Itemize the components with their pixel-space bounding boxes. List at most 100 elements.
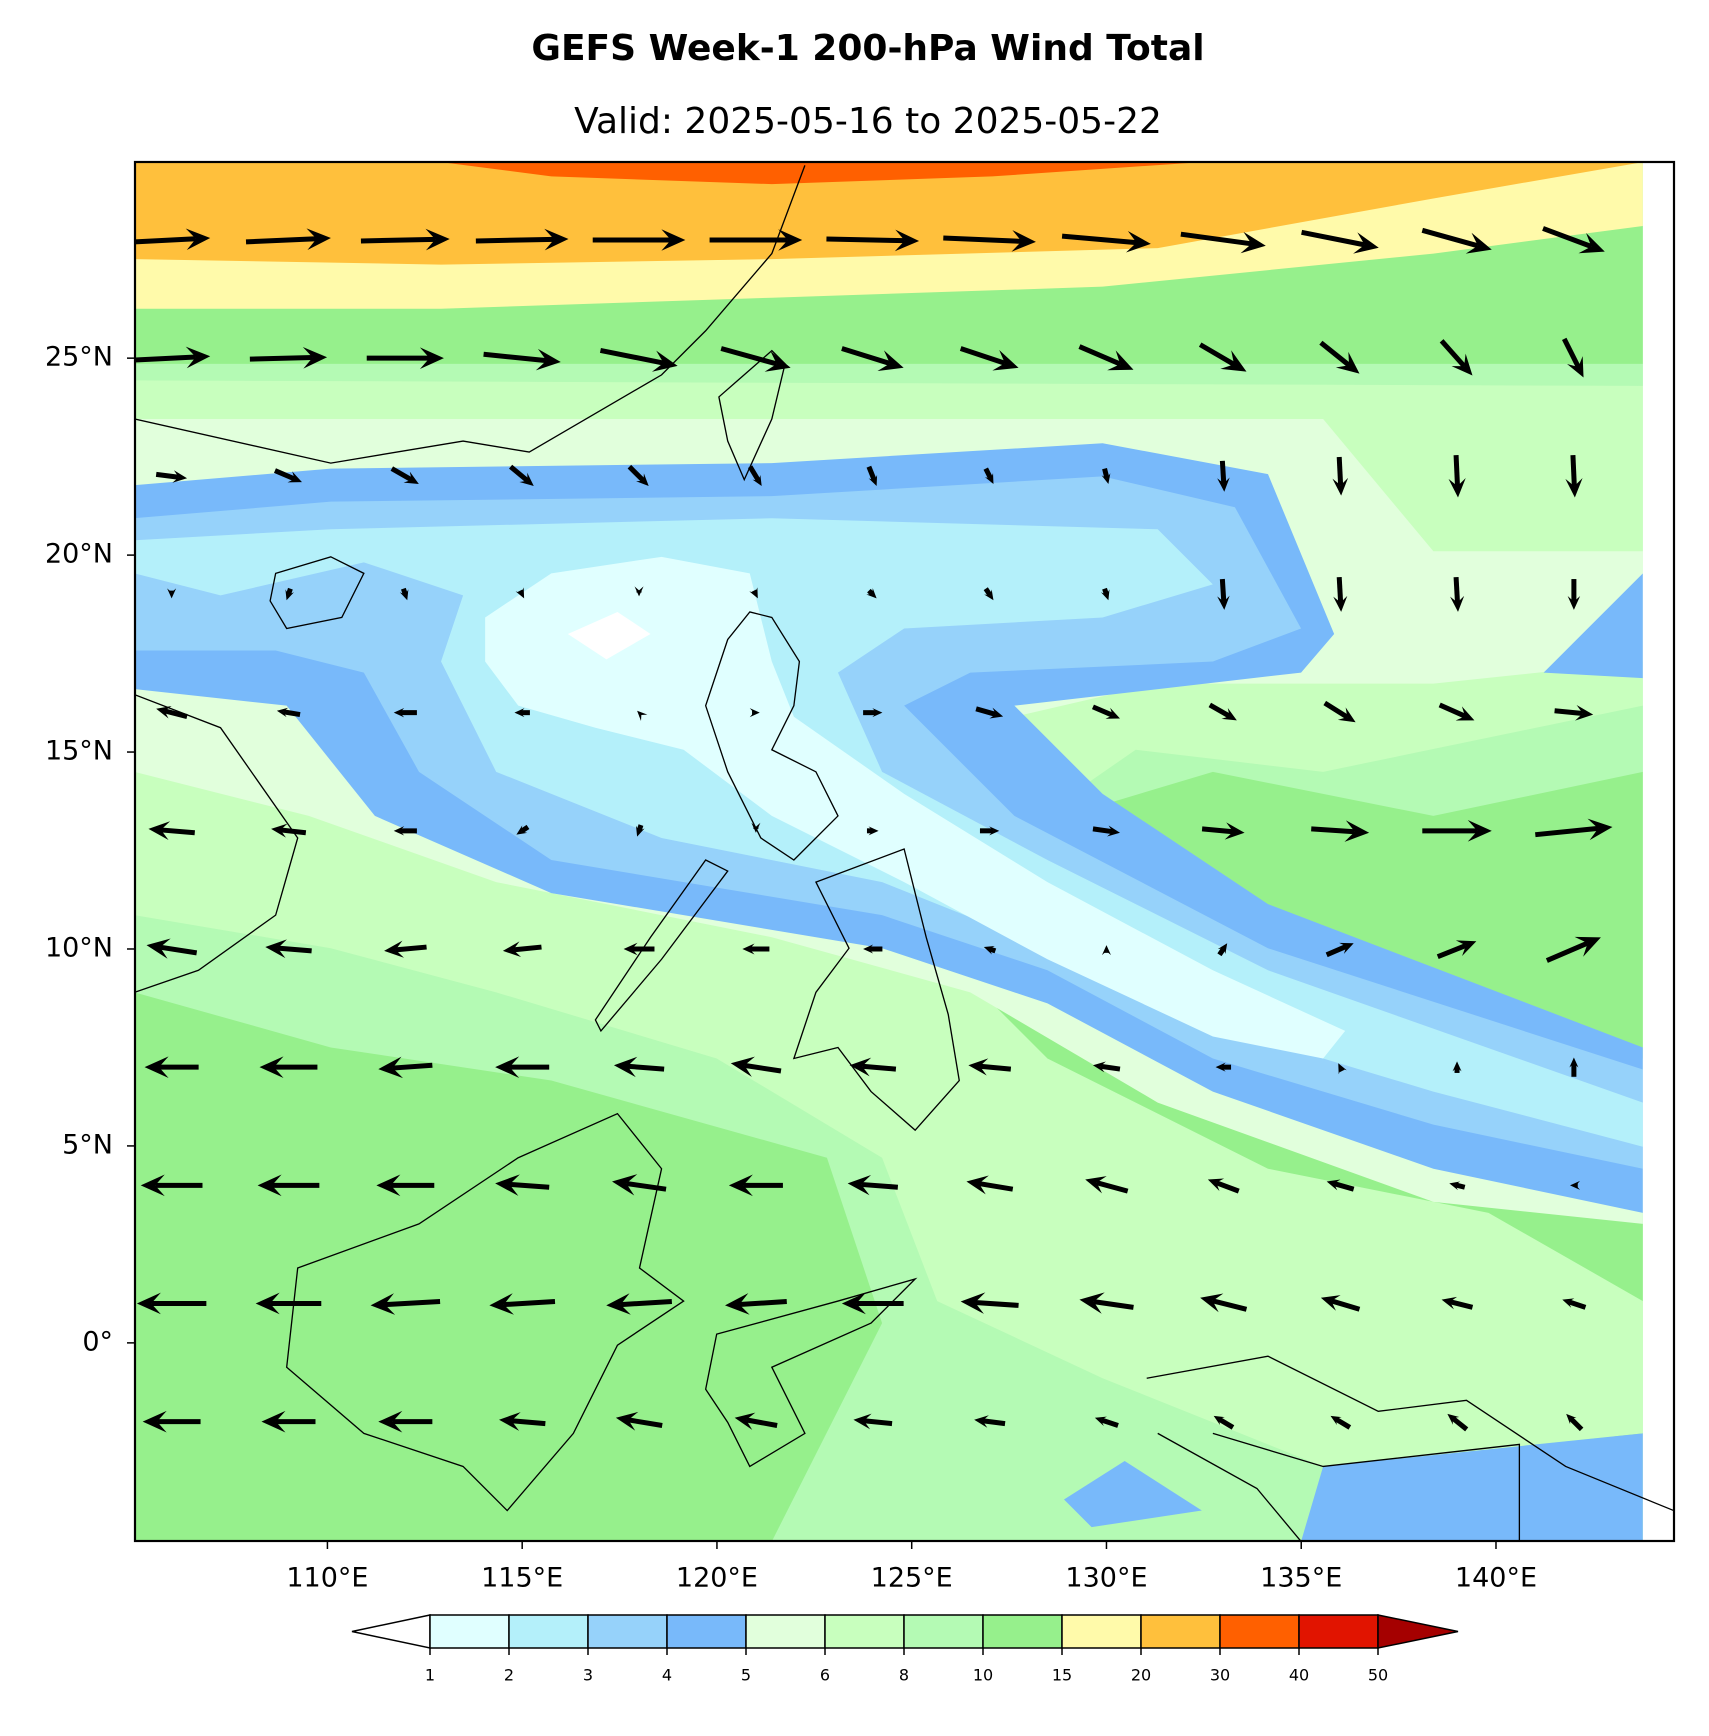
arrow-shaft (739, 1299, 787, 1308)
wind-arrow (1439, 339, 1473, 376)
arrow-head (370, 1293, 396, 1315)
wind-arrow (615, 1411, 663, 1431)
arrow-head (167, 588, 177, 599)
arrow-shaft (1215, 1180, 1240, 1194)
arrow-shaft (1454, 1182, 1466, 1190)
colorbar-label: 2 (504, 1666, 514, 1685)
wind-arrow (255, 1292, 322, 1315)
y-tick-label: 10°N (45, 932, 113, 963)
arrow-head (728, 1174, 753, 1197)
colorbar-segment (1140, 1614, 1221, 1649)
arrow-shaft (1453, 454, 1460, 487)
arrow-shaft (277, 945, 312, 954)
arrow-head (271, 823, 288, 838)
arrow-shaft (1061, 233, 1137, 246)
wind-arrow (1330, 1415, 1352, 1430)
wind-arrow (509, 464, 534, 486)
arrow-shaft (1325, 944, 1348, 958)
arrow-shaft (751, 589, 758, 595)
arrow-head (285, 589, 294, 601)
arrow-head (1330, 1415, 1342, 1425)
arrow-head (276, 707, 289, 718)
arrow-shaft (627, 1417, 663, 1428)
arrow-head (984, 473, 994, 485)
wind-arrow (1566, 1413, 1584, 1432)
wind-arrow (1085, 1176, 1129, 1194)
wind-arrow (146, 938, 198, 959)
wind-arrow (983, 587, 994, 601)
arrow-head (515, 587, 525, 599)
arrow-head (1567, 356, 1584, 378)
arrow-head (1217, 477, 1230, 492)
wind-arrow (1094, 1416, 1119, 1428)
arrow-head (1578, 233, 1605, 254)
wind-arrow (725, 1293, 787, 1315)
colorbar-label: 15 (1052, 1666, 1072, 1685)
wind-arrow (259, 1056, 318, 1078)
wind-arrow (1180, 231, 1266, 254)
arrow-head (612, 1174, 638, 1196)
x-tick-label: 125°E (871, 1563, 953, 1594)
arrow-head (1217, 595, 1230, 610)
arrow-shaft (1545, 940, 1589, 963)
wind-arrow (959, 346, 1019, 371)
arrow-shaft (988, 946, 997, 954)
arrow-head (1562, 1298, 1575, 1308)
wind-arrow (1319, 340, 1360, 374)
wind-arrow (613, 1056, 665, 1078)
wind-arrow (136, 1292, 207, 1315)
arrow-shaft (245, 236, 317, 245)
arrow-head (499, 1412, 521, 1431)
arrow-head (1215, 1062, 1226, 1072)
arrow-head (146, 938, 171, 959)
wind-arrow (623, 942, 655, 956)
arrow-head (376, 1174, 401, 1197)
wind-arrow (841, 1292, 904, 1315)
colorbar-label: 20 (1131, 1666, 1151, 1685)
arrow-shaft (861, 1181, 899, 1190)
wind-arrow (974, 1415, 1006, 1428)
colorbar-label: 8 (899, 1666, 909, 1685)
arrow-shaft (943, 235, 1022, 244)
arrow-shaft (1451, 1416, 1469, 1432)
wind-arrow (1326, 1179, 1355, 1192)
wind-arrow (393, 707, 417, 718)
wind-arrow (1207, 1178, 1240, 1194)
wind-arrow (514, 708, 530, 718)
arrow-head (1126, 231, 1151, 253)
arrow-shaft (360, 236, 436, 244)
arrow-shaft (1333, 1181, 1355, 1192)
wind-arrow (979, 826, 1000, 836)
wind-arrow (1061, 231, 1151, 253)
x-tick-label: 110°E (286, 1563, 368, 1594)
wind-arrow (853, 1413, 893, 1430)
wind-arrow (1301, 229, 1379, 254)
x-tick-label: 135°E (1260, 1563, 1342, 1594)
wind-arrow (1215, 1062, 1232, 1072)
colorbar-label: 40 (1289, 1666, 1309, 1685)
wind-arrow (968, 1058, 1012, 1076)
arrow-shaft (475, 236, 555, 244)
arrow-head (1092, 1061, 1106, 1073)
wind-arrow (1325, 942, 1354, 958)
x-tick-label: 115°E (481, 1563, 563, 1594)
arrow-head (960, 1292, 986, 1314)
arrow-head (1569, 1057, 1579, 1068)
wind-arrow (1311, 820, 1370, 842)
arrow-shaft (1301, 229, 1366, 248)
arrow-shaft (625, 1181, 667, 1192)
arrow-head (661, 229, 686, 251)
y-tick-label: 5°N (62, 1129, 113, 1160)
arrow-shaft (743, 1062, 782, 1074)
arrow-head (877, 350, 904, 371)
wind-arrow (1441, 1296, 1474, 1310)
arrow-shaft (273, 468, 296, 482)
arrow-head (1565, 478, 1583, 498)
wind-arrow (399, 587, 409, 601)
wind-arrows (135, 226, 1613, 1433)
wind-arrow (1554, 705, 1594, 721)
wind-arrow (495, 1056, 550, 1078)
x-tick-label: 120°E (676, 1563, 758, 1594)
arrow-head (1353, 232, 1379, 254)
